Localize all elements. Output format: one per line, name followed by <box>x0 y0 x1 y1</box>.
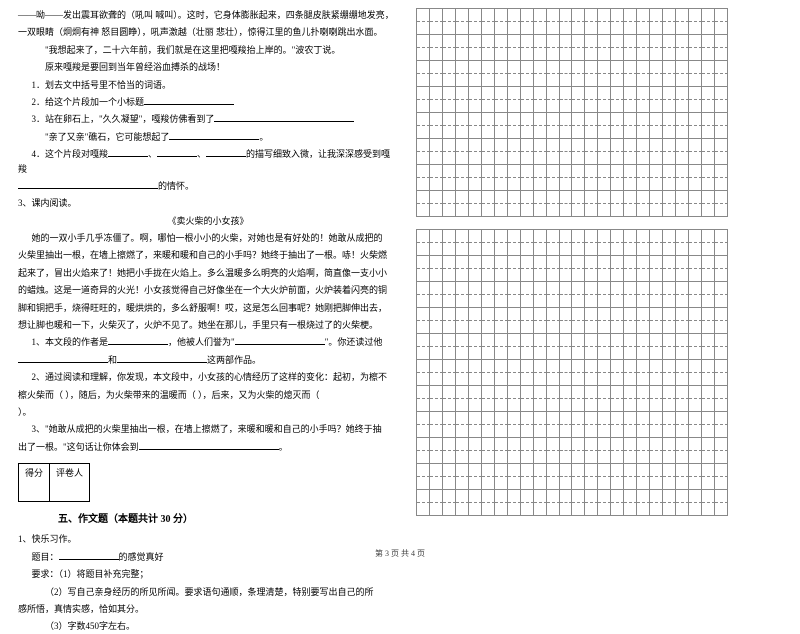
s5-l1: 1、快乐习作。 <box>18 532 398 546</box>
passage1-line1: ——呦——发出震耳欲聋的（吼叫 喊叫）。这时，它身体膨胀起来，四条腿皮肤紧绷绷地… <box>18 8 398 22</box>
writing-grid-1[interactable] <box>416 8 728 217</box>
section3-title: 3、课内阅读。 <box>18 196 398 210</box>
score-label: 得分 <box>19 464 50 482</box>
q3b-text: "亲了又亲"礁石，它可能想起了 <box>45 132 169 142</box>
s5-l5: 感所悟，真情实感，恰如其分。 <box>18 602 398 616</box>
score-box: 得分 评卷人 <box>18 463 90 502</box>
s5-l4: （2）写自己亲身经历的所见所闻。要求语句通顺，条理清楚，特别要写出自己的所 <box>18 585 398 599</box>
blank[interactable] <box>139 440 279 450</box>
blank[interactable] <box>18 353 108 363</box>
page-footer: 第 3 页 共 4 页 <box>0 548 800 559</box>
s3-q1c: "。你还读过他 <box>325 337 383 347</box>
s3-q3a: 3、"她敢从成把的火柴里抽出一根，在墙上擦燃了，来暖和暖和自己的小手吗？她终于抽 <box>18 422 398 436</box>
writing-grid-2[interactable] <box>416 229 728 516</box>
s3-q3c: 。 <box>279 442 288 452</box>
q3a-text: 3．站在卵石上，"久久凝望"，嘎羧仿佛看到了 <box>32 114 215 124</box>
q4c-text: 的情怀。 <box>158 181 194 191</box>
s3-p2: 火柴里抽出一根，在墙上擦燃了，来暖和暖和自己的小手吗？她终于抽出了一根。哧！火柴… <box>18 248 398 262</box>
blank[interactable] <box>108 335 168 345</box>
passage1-line2: 一双眼睛（炯炯有神 怒目圆睁），吼声激越（壮丽 悲壮），惊得江里的鱼儿扑喇喇跳出… <box>18 25 398 39</box>
section3-subtitle: 《卖火柴的小女孩》 <box>18 214 398 228</box>
blank[interactable] <box>214 112 354 122</box>
s3-q1d: 和 <box>108 355 117 365</box>
q4: 4．这个片段对嘎羧、、的描写细致入微，让我深深感受到嘎羧 <box>18 147 398 176</box>
q3a: 3．站在卵石上，"久久凝望"，嘎羧仿佛看到了 <box>18 112 398 126</box>
left-column: ——呦——发出震耳欲聋的（吼叫 喊叫）。这时，它身体膨胀起来，四条腿皮肤紧绷绷地… <box>18 8 398 565</box>
grader-label: 评卷人 <box>50 464 90 482</box>
s3-q1-line2: 和 这两部作品。 <box>18 353 398 367</box>
q2-text: 2．给这个片段加一个小标题 <box>32 97 145 107</box>
s3-q2b: 檫火柴而（ ），随后，为火柴带来的温暖而（ ），后来，又为火柴的熄灭而（ <box>18 388 398 402</box>
q3b: "亲了又亲"礁石，它可能想起了。 <box>18 130 398 144</box>
blank[interactable] <box>144 95 234 105</box>
s3-q1a: 1、本文段的作者是 <box>32 337 109 347</box>
s3-p1: 她的一双小手几乎冻僵了。啊，哪怕一根小小的火柴，对她也是有好处的！她敢从成把的 <box>18 231 398 245</box>
q4a-text: 4．这个片段对嘎羧 <box>32 149 109 159</box>
s3-q2a: 2、通过阅读和理解，你发现，本文段中，小女孩的心情经历了这样的变化：起初，为檫不 <box>18 370 398 384</box>
blank[interactable] <box>157 147 197 157</box>
blank[interactable] <box>235 335 325 345</box>
s3-q3b-text: 出了一根。"这句话让你体会到 <box>18 442 139 452</box>
s3-p6: 想让脚也暖和一下，火柴灭了，火炉不见了。她坐在那儿，手里只有一根烧过了的火柴梗。 <box>18 318 398 332</box>
passage1-line3: "我想起来了，二十六年前，我们就是在这里把嘎羧抬上岸的。"波农丁说。 <box>18 43 398 57</box>
s3-p4: 的蜡烛。这是一道奇异的火光！小女孩觉得自己好像坐在一个大火炉前面，火炉装着闪亮的… <box>18 283 398 297</box>
s5-l6: （3）字数450字左右。 <box>18 619 398 633</box>
s3-q3b: 出了一根。"这句话让你体会到 。 <box>18 440 398 454</box>
blank[interactable] <box>206 147 246 157</box>
section5-title: 五、作文题（本题共计 30 分） <box>58 512 398 528</box>
s3-p3: 起来了，冒出火焰来了！她把小手拢在火焰上。多么温暖多么明亮的火焰啊，简直像一支小… <box>18 266 398 280</box>
s3-q2c: ）。 <box>18 405 398 419</box>
s3-q1e: 这两部作品。 <box>207 355 261 365</box>
q1: 1．划去文中括号里不恰当的词语。 <box>18 78 398 92</box>
s3-q1b: ，他被人们誉为" <box>168 337 235 347</box>
q4c: 的情怀。 <box>18 179 398 193</box>
right-column <box>416 8 776 565</box>
blank[interactable] <box>169 130 259 140</box>
s5-l3: 要求：（1）将题目补充完整； <box>18 567 398 581</box>
passage1-line4: 原来嘎羧是要回到当年曾经浴血搏杀的战场！ <box>18 60 398 74</box>
blank[interactable] <box>108 147 148 157</box>
q2: 2．给这个片段加一个小标题 <box>18 95 398 109</box>
blank[interactable] <box>18 179 158 189</box>
s3-q1: 1、本文段的作者是 ，他被人们誉为" "。你还读过他 <box>18 335 398 349</box>
s3-p5: 脚和铜把手，烧得旺旺的，暖烘烘的，多么舒服啊！哎，这是怎么回事呢？她刚把脚伸出去… <box>18 301 398 315</box>
blank[interactable] <box>117 353 207 363</box>
